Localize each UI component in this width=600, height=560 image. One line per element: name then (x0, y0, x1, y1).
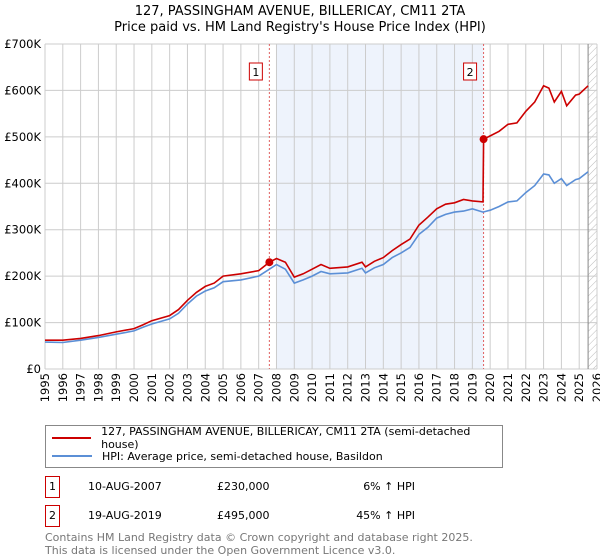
x-tick-label: 2025 (572, 373, 586, 402)
x-tick-label: 2000 (127, 373, 141, 402)
x-tick-label: 2011 (323, 373, 337, 402)
shaded-period (276, 44, 484, 369)
x-tick-label: 2008 (269, 373, 283, 402)
sale-point (265, 258, 274, 267)
x-tick-label: 1995 (38, 373, 52, 402)
x-tick-label: 2015 (394, 373, 408, 402)
x-tick-label: 2020 (483, 373, 497, 402)
legend-red-line (52, 437, 92, 439)
x-tick-label: 1999 (109, 373, 123, 402)
legend-label: HPI: Average price, semi-detached house,… (102, 449, 383, 463)
transaction-date: 19-AUG-2019 (88, 509, 162, 522)
sale-marker-label: 2 (467, 66, 474, 79)
legend-item-property: 127, PASSINGHAM AVENUE, BILLERICAY, CM11… (52, 425, 502, 451)
x-tick-label: 2001 (145, 373, 159, 402)
x-tick-label: 2018 (448, 373, 462, 402)
transaction-price: £230,000 (217, 480, 270, 493)
x-tick-label: 1998 (91, 373, 105, 402)
x-tick-label: 2016 (412, 373, 426, 402)
legend-label: 127, PASSINGHAM AVENUE, BILLERICAY, CM11… (101, 425, 471, 451)
forecast-hatch (588, 44, 597, 369)
legend: 127, PASSINGHAM AVENUE, BILLERICAY, CM11… (45, 425, 503, 468)
x-tick-label: 2005 (216, 373, 230, 402)
x-tick-label: 2024 (554, 373, 568, 402)
y-tick-label: £200K (4, 269, 41, 283)
y-tick-label: £400K (4, 176, 41, 190)
transaction-hpi: 6% ↑ HPI (363, 480, 415, 493)
x-tick-label: 2004 (198, 373, 212, 402)
transaction-number: 2 (45, 505, 60, 527)
chart-subtitle: Price paid vs. HM Land Registry's House … (114, 20, 486, 35)
x-tick-label: 2017 (430, 373, 444, 402)
x-tick-label: 2023 (537, 373, 551, 402)
x-tick-label: 2026 (590, 373, 600, 402)
price-chart: 1995 1996 1997 1998 1999 2000 2001 2002 2003 2004… (4, 37, 600, 402)
x-tick-label: 2013 (359, 373, 373, 402)
sale-marker-label: 1 (252, 66, 259, 79)
transaction-date: 10-AUG-2007 (88, 480, 162, 493)
legend-blue-line (52, 455, 92, 457)
sale-marker-box (248, 62, 263, 81)
y-tick-label: £300K (4, 223, 41, 237)
legend-item-hpi: HPI: Average price, semi-detached house,… (52, 448, 383, 464)
hpi-line (44, 171, 589, 344)
transaction-price: £495,000 (217, 509, 270, 522)
transaction-hpi: 45% ↑ HPI (356, 509, 415, 522)
x-tick-label: 2021 (501, 373, 515, 402)
x-tick-label: 2006 (234, 373, 248, 402)
transaction-number: 1 (45, 476, 60, 498)
y-tick-label: £100K (4, 316, 41, 330)
x-tick-label: 2014 (376, 373, 390, 402)
x-tick-label: 2009 (287, 373, 301, 402)
y-tick-label: £600K (4, 83, 41, 97)
sale-marker-box (463, 62, 478, 81)
x-tick-label: 1996 (56, 373, 70, 402)
y-tick-label: £500K (4, 130, 41, 144)
transaction-row: 1 10-AUG-2007 £230,000 6% ↑ HPI (45, 476, 565, 498)
property-price-line (45, 84, 589, 341)
x-tick-label: 2012 (341, 373, 355, 402)
x-tick-label: 1997 (74, 373, 88, 402)
sale-point (479, 135, 488, 144)
x-tick-label: 2007 (252, 373, 266, 402)
transaction-row: 2 19-AUG-2019 £495,000 45% ↑ HPI (45, 505, 565, 527)
x-tick-label: 2002 (163, 373, 177, 402)
x-tick-label: 2010 (305, 373, 319, 402)
x-tick-label: 2019 (465, 373, 479, 402)
x-tick-label: 2003 (180, 373, 194, 402)
y-tick-label: £0 (26, 362, 41, 376)
y-tick-label: £700K (4, 37, 41, 51)
x-tick-label: 2022 (519, 373, 533, 402)
footer-licence: This data is licensed under the Open Gov… (45, 544, 396, 557)
footer-copyright: Contains HM Land Registry data © Crown c… (45, 531, 473, 544)
chart-title: 127, PASSINGHAM AVENUE, BILLERICAY, CM11… (134, 4, 466, 19)
